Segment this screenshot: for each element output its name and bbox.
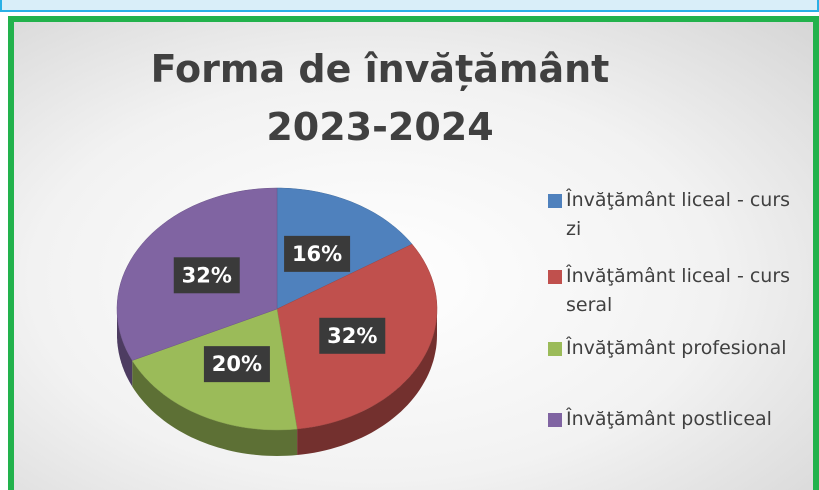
- pie-slice-side: [117, 309, 133, 387]
- legend-swatch: [548, 194, 562, 208]
- legend-label: Învăţământ postliceal: [566, 408, 772, 430]
- chart-title: Forma de învățământ 2023-2024: [150, 47, 610, 149]
- data-label: 16%: [292, 242, 342, 266]
- legend-label: Învăţământ liceal - curs zi: [566, 189, 791, 240]
- legend-swatch: [548, 270, 562, 284]
- data-label-box: [173, 257, 240, 294]
- data-label-box: [284, 235, 351, 272]
- legend-label: Învăţământ liceal - curs seral: [566, 265, 791, 316]
- legend-swatch: [548, 342, 562, 356]
- legend-item: Învăţământ profesional: [548, 334, 808, 363]
- pie-slice-side: [132, 360, 298, 456]
- data-label: 32%: [182, 263, 232, 287]
- top-bar: [0, 0, 819, 12]
- legend-item: Învăţământ postliceal: [548, 405, 808, 434]
- legend-swatch: [548, 413, 562, 427]
- data-label: 20%: [212, 352, 262, 376]
- data-label-box: [203, 346, 270, 383]
- data-label-box: [319, 317, 386, 354]
- pie-slice-side: [297, 309, 437, 455]
- legend-item: Învăţământ liceal - curs zi: [548, 186, 808, 244]
- legend-item: Învăţământ liceal - curs seral: [548, 262, 808, 320]
- legend-label: Învăţământ profesional: [566, 337, 787, 359]
- data-label: 32%: [327, 324, 377, 348]
